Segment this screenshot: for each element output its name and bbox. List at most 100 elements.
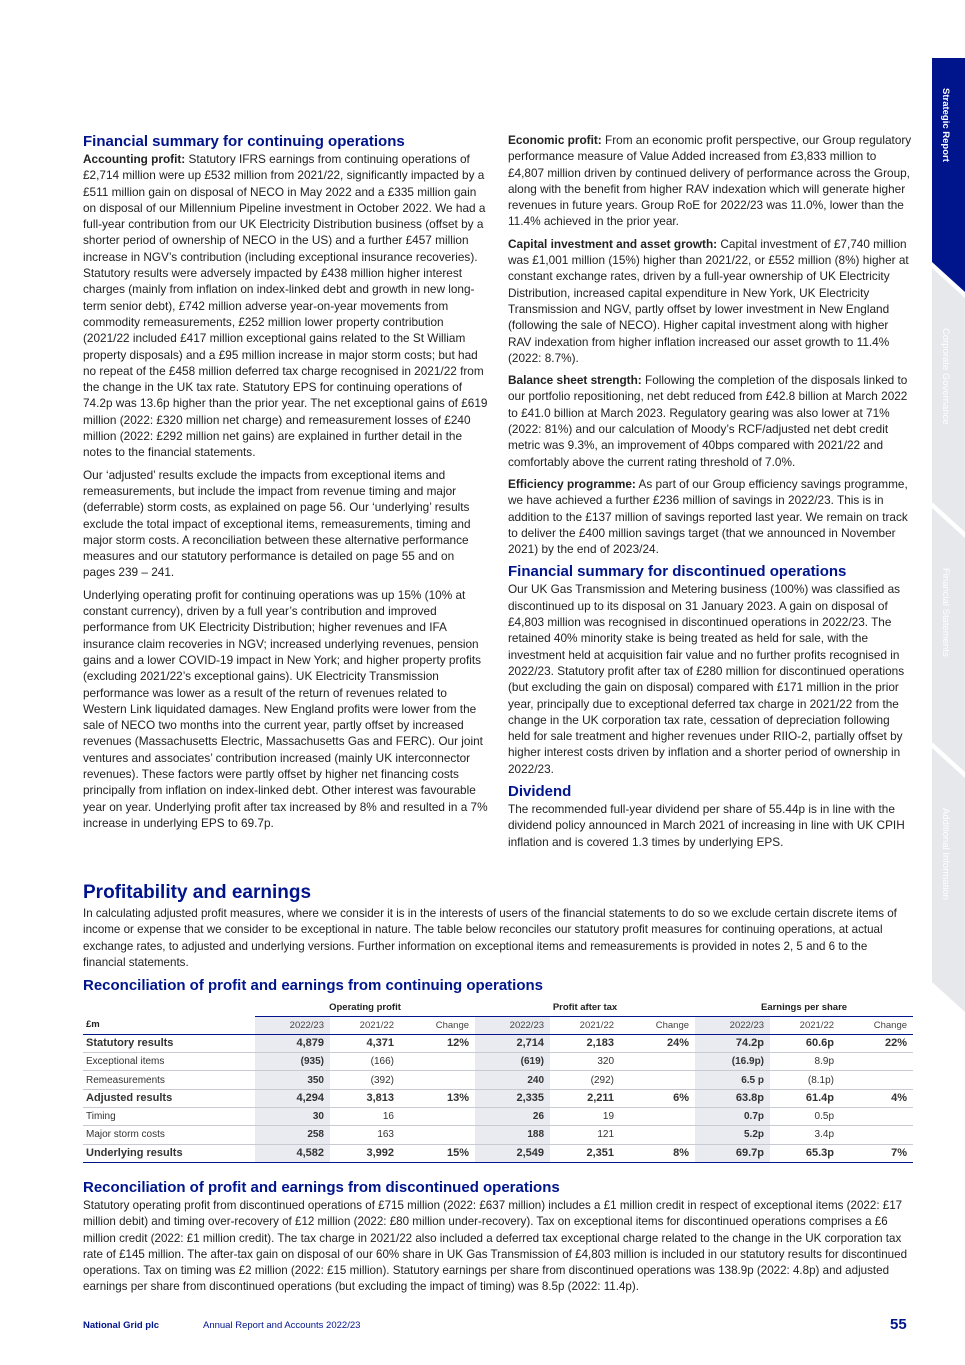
cell: 121 — [550, 1125, 621, 1145]
column-header: 2021/22 — [330, 1016, 400, 1035]
column-header: 2022/23 — [475, 1016, 551, 1035]
row-label: Major storm costs — [83, 1125, 255, 1145]
tab — [932, 748, 965, 1012]
tab-label: Financial Statements — [940, 568, 951, 657]
cell — [620, 1070, 696, 1090]
cell: 19 — [550, 1107, 621, 1127]
page-number: 55 — [890, 1316, 907, 1333]
column-header: 2022/23 — [255, 1016, 330, 1035]
cell: (935) — [255, 1052, 330, 1072]
cell: 2,335 — [475, 1089, 551, 1108]
discontinued: Reconciliation of profit and earnings fr… — [83, 1179, 913, 1302]
row-label: Exceptional items — [83, 1052, 255, 1072]
row-label: Statutory results — [83, 1034, 255, 1054]
column-header: £m — [83, 1016, 255, 1035]
cell: 163 — [330, 1125, 400, 1145]
cell: 60.6p — [770, 1034, 841, 1054]
paragraph-text: Underlying operating profit for continui… — [83, 587, 488, 830]
right-column: Economic profit: From an economic profit… — [508, 132, 914, 856]
row-label: Timing — [83, 1107, 255, 1127]
cell — [620, 1052, 696, 1072]
paragraph: Accounting profit: Statutory IFRS earnin… — [83, 151, 489, 461]
paragraph-text: Our UK Gas Transmission and Metering bus… — [508, 582, 905, 776]
cell: 0.5p — [770, 1107, 841, 1127]
cell: 4,294 — [255, 1089, 330, 1108]
lead-in: Accounting profit: — [83, 152, 186, 166]
cell: 8.9p — [770, 1052, 841, 1072]
cell: 2,183 — [550, 1034, 621, 1054]
cell: 0.7p — [695, 1107, 771, 1127]
cell: 24% — [620, 1034, 696, 1054]
lead-in: Balance sheet strength: — [508, 373, 642, 388]
blank — [83, 999, 255, 1016]
table-row: Remeasurements 350 (392) 240 (292) 6.5 p (8.1p… — [83, 1070, 914, 1090]
cell: (166) — [330, 1052, 400, 1072]
group-header: Profit after tax — [475, 999, 696, 1017]
footer-report: Annual Report and Accounts 2022/23 — [203, 1320, 361, 1331]
cell: 4% — [840, 1089, 914, 1108]
paragraph: Capital investment and asset growth: Cap… — [508, 236, 914, 366]
paragraph-text: The recommended full-year dividend per s… — [508, 801, 905, 849]
group-header: Operating profit — [255, 999, 476, 1017]
table-row: Major storm costs 258 163 188 121 5.2p 3.4p — [83, 1125, 914, 1145]
tab — [932, 268, 965, 532]
cell: 2,211 — [550, 1089, 621, 1108]
table-row: Timing 30 16 26 19 0.7p 0.5p — [83, 1107, 914, 1127]
cell — [620, 1107, 696, 1127]
table-row: Statutory results 4,879 4,371 12% 2,714 2,183… — [83, 1034, 914, 1054]
tab-label: Corporate Governance — [940, 328, 951, 425]
cell: 2,549 — [475, 1144, 551, 1163]
cell: 6% — [620, 1089, 696, 1108]
cell: 22% — [840, 1034, 914, 1054]
cell — [400, 1107, 476, 1127]
cell: 3,992 — [330, 1144, 400, 1163]
left-column: Financial summary for continuing operati… — [83, 133, 489, 837]
cell: 4,371 — [330, 1034, 400, 1054]
column-header: Change — [620, 1016, 696, 1035]
cell: 2,351 — [550, 1144, 621, 1163]
paragraph: Economic profit: From an economic profit… — [508, 132, 914, 230]
column-header: Change — [840, 1016, 914, 1035]
cell: 258 — [255, 1125, 330, 1145]
paragraph: Our ‘adjusted’ results exclude the impac… — [83, 467, 489, 581]
cell: 15% — [400, 1144, 476, 1163]
cell: 350 — [255, 1070, 330, 1090]
cell — [400, 1052, 476, 1072]
header-row: £m 2022/23 2021/22 Change 2022/23 2021/22 Chan… — [83, 1016, 914, 1035]
cell: (392) — [330, 1070, 400, 1090]
paragraph: The recommended full-year dividend per s… — [508, 801, 914, 850]
cell: (16.9p) — [695, 1052, 771, 1072]
column-header: 2022/23 — [695, 1016, 771, 1035]
paragraph: Underlying operating profit for continui… — [83, 587, 489, 831]
cell: 2,714 — [475, 1034, 551, 1054]
table-title: Reconciliation of profit and earnings fr… — [83, 977, 544, 995]
cell: 4,879 — [255, 1034, 330, 1054]
footer-company: National Grid plc — [83, 1320, 160, 1331]
cell — [840, 1125, 914, 1145]
cell: 16 — [330, 1107, 400, 1127]
profitability: Profitability and earnings In calculatin… — [83, 882, 913, 995]
section-heading: Reconciliation of profit and earnings fr… — [83, 1179, 560, 1196]
cell: 13% — [400, 1089, 476, 1108]
cell: (619) — [475, 1052, 551, 1072]
paragraph: Statutory operating profit from disconti… — [83, 1199, 908, 1294]
section-heading: Dividend — [508, 782, 572, 800]
cell: 12% — [400, 1034, 476, 1054]
cell: 8% — [620, 1144, 696, 1163]
cell: 69.7p — [695, 1144, 771, 1163]
table-row: Adjusted results 4,294 3,813 13% 2,335 2,211 6… — [83, 1089, 914, 1108]
cell: 320 — [550, 1052, 621, 1072]
cell: 26 — [475, 1107, 551, 1127]
cell — [840, 1052, 914, 1072]
cell: (292) — [550, 1070, 621, 1090]
cell — [840, 1107, 914, 1127]
section-heading: Profitability and earnings — [83, 882, 312, 903]
table-head: Operating profit Profit after tax Earnings… — [83, 999, 914, 1035]
paragraph-text: Statutory IFRS earnings from continuing … — [83, 152, 488, 460]
lead-in: Efficiency programme: — [508, 476, 636, 491]
cell: 74.2p — [695, 1034, 771, 1054]
row-label: Adjusted results — [83, 1089, 255, 1108]
tab-label: Strategic Report — [940, 88, 951, 163]
table-row: Exceptional items (935) (166) (619) 320 (16.9… — [83, 1052, 914, 1072]
